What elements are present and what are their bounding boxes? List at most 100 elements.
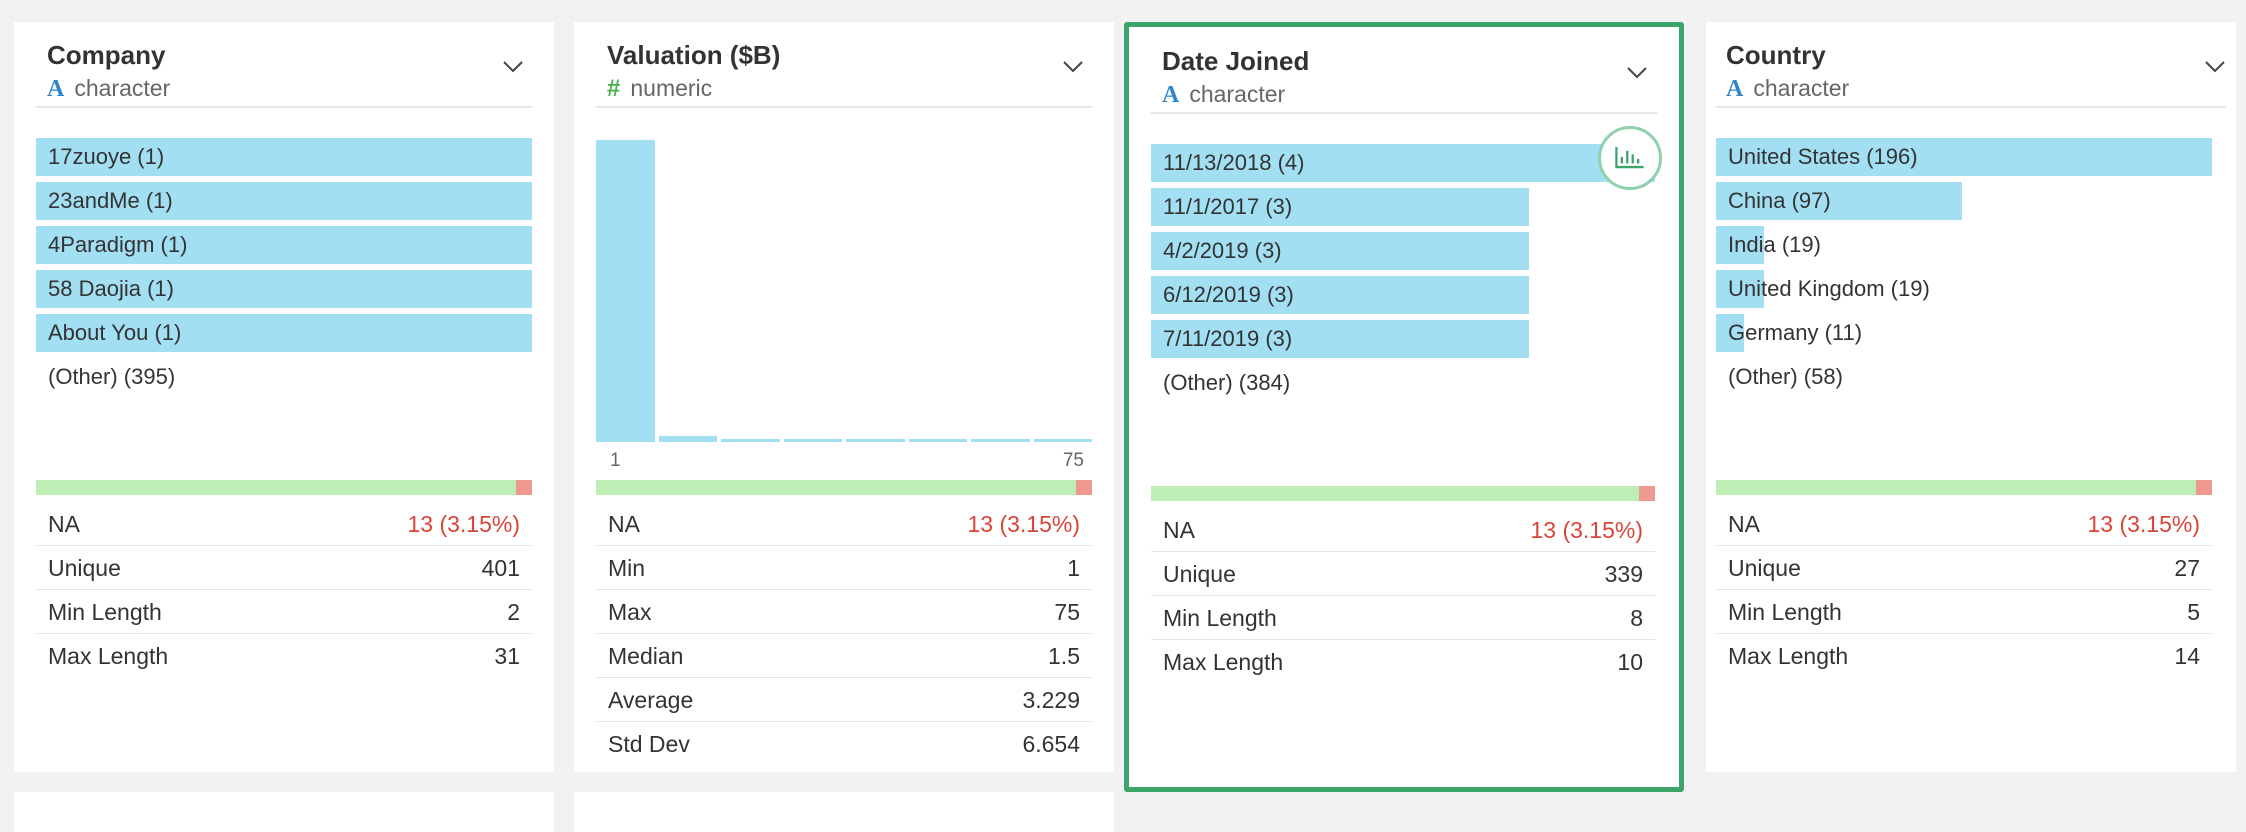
- chevron-down-icon[interactable]: [1062, 60, 1084, 74]
- na-ratio-bar: [596, 480, 1092, 495]
- histogram-bar[interactable]: [846, 439, 905, 442]
- stat-row: Min Length 8: [1151, 596, 1655, 640]
- stat-key: Unique: [1728, 555, 1801, 581]
- bar-fill: [1151, 144, 1655, 182]
- histogram-bar[interactable]: [721, 439, 780, 442]
- next-row-card[interactable]: [574, 792, 1114, 832]
- value-bar[interactable]: 58 Daojia (1): [36, 270, 532, 308]
- column-name: Date Joined: [1162, 46, 1310, 76]
- stat-row-na: NA 13 (3.15%): [36, 502, 532, 546]
- stat-value: 13 (3.15%): [1530, 517, 1643, 543]
- header-divider: [1151, 112, 1657, 114]
- stat-row: Std Dev 6.654: [596, 722, 1092, 766]
- chart-toggle-button[interactable]: [1598, 126, 1662, 190]
- histogram-bar[interactable]: [596, 140, 655, 442]
- histogram-bar[interactable]: [1033, 439, 1092, 442]
- bar-label: China (97): [1728, 188, 1831, 213]
- bar-label: 4/2/2019 (3): [1163, 238, 1282, 263]
- stat-value: 10: [1617, 649, 1643, 675]
- value-bar[interactable]: 4/2/2019 (3): [1151, 232, 1655, 270]
- bar-fill: [1151, 320, 1529, 358]
- chevron-down-icon[interactable]: [2204, 60, 2226, 74]
- value-bar[interactable]: 6/12/2019 (3): [1151, 276, 1655, 314]
- stat-key: NA: [48, 511, 80, 537]
- stat-row: Unique 339: [1151, 552, 1655, 596]
- histogram-bar[interactable]: [908, 439, 967, 442]
- stat-key: Std Dev: [608, 731, 690, 757]
- column-type: # numeric: [607, 75, 712, 103]
- stat-key: NA: [608, 511, 640, 537]
- value-bar[interactable]: United States (196): [1716, 138, 2212, 176]
- stat-row-na: NA 13 (3.15%): [1151, 508, 1655, 552]
- bar-fill: [1151, 276, 1529, 314]
- value-bar[interactable]: 7/11/2019 (3): [1151, 320, 1655, 358]
- value-bar[interactable]: 17zuoye (1): [36, 138, 532, 176]
- stat-key: Min Length: [48, 599, 162, 625]
- value-bar[interactable]: 23andMe (1): [36, 182, 532, 220]
- value-bar[interactable]: India (19): [1716, 226, 2212, 264]
- bar-fill: [36, 226, 532, 264]
- value-bar[interactable]: 11/1/2017 (3): [1151, 188, 1655, 226]
- stat-key: NA: [1163, 517, 1195, 543]
- bar-fill: [36, 270, 532, 308]
- stat-key: NA: [1728, 511, 1760, 537]
- chevron-down-icon[interactable]: [502, 60, 524, 74]
- column-type-label: character: [74, 75, 171, 101]
- column-card-valuation[interactable]: Valuation ($B) # numeric 1 75 NA 13 (3.15%…: [574, 22, 1114, 772]
- na-ratio-bar: [1151, 486, 1655, 501]
- bar-label: 4Paradigm (1): [48, 232, 188, 257]
- na-missing-segment: [1639, 486, 1655, 501]
- histogram[interactable]: [596, 140, 1092, 464]
- stat-row: Unique 401: [36, 546, 532, 590]
- value-bar[interactable]: About You (1): [36, 314, 532, 352]
- stat-key: Median: [608, 643, 684, 669]
- stat-key: Min Length: [1728, 599, 1842, 625]
- histogram-x-max: 75: [1062, 450, 1084, 471]
- stat-row: Max Length 14: [1716, 634, 2212, 678]
- other-values[interactable]: (Other) (384): [1151, 364, 1655, 402]
- next-row-card[interactable]: [14, 792, 554, 832]
- other-values[interactable]: (Other) (395): [36, 358, 532, 396]
- na-missing-segment: [516, 480, 532, 495]
- chevron-down-icon[interactable]: [1626, 66, 1648, 80]
- histogram-bar[interactable]: [783, 439, 842, 442]
- stat-value: 75: [1054, 599, 1080, 625]
- value-bar[interactable]: United Kingdom (19): [1716, 270, 2212, 308]
- column-type-label: character: [1753, 75, 1850, 101]
- bar-label: About You (1): [48, 320, 182, 345]
- stat-row-na: NA 13 (3.15%): [596, 502, 1092, 546]
- histogram-x-min: 1: [610, 450, 621, 471]
- stat-value: 339: [1604, 561, 1643, 587]
- bar-label: 6/12/2019 (3): [1163, 282, 1294, 307]
- histogram-bar[interactable]: [971, 439, 1030, 442]
- stat-row: Min Length 2: [36, 590, 532, 634]
- other-values[interactable]: (Other) (58): [1716, 358, 2212, 396]
- bar-label: 58 Daojia (1): [48, 276, 174, 301]
- value-bar[interactable]: Germany (11): [1716, 314, 2212, 352]
- value-bar[interactable]: 4Paradigm (1): [36, 226, 532, 264]
- bar-label: Germany (11): [1728, 320, 1863, 345]
- stat-row: Median 1.5: [596, 634, 1092, 678]
- bar-fill: [1716, 226, 1765, 264]
- stat-key: Max: [608, 599, 652, 625]
- bar-label: 11/13/2018 (4): [1163, 150, 1305, 175]
- histogram-bar[interactable]: [658, 435, 717, 442]
- value-bar[interactable]: 11/13/2018 (4): [1151, 144, 1655, 182]
- stat-value: 13 (3.15%): [967, 511, 1080, 537]
- na-missing-segment: [2196, 480, 2212, 495]
- stat-key: Min Length: [1163, 605, 1277, 631]
- value-bar[interactable]: China (97): [1716, 182, 2212, 220]
- character-type-icon: A: [1162, 82, 1180, 108]
- column-type-label: character: [1189, 81, 1286, 107]
- bar-label: 7/11/2019 (3): [1163, 326, 1293, 351]
- stat-row: Max Length 10: [1151, 640, 1655, 684]
- bar-chart-icon: [1615, 147, 1644, 169]
- character-type-icon: A: [1726, 76, 1744, 102]
- bar-label: United States (196): [1728, 144, 1918, 169]
- stat-key: Max Length: [1728, 643, 1849, 669]
